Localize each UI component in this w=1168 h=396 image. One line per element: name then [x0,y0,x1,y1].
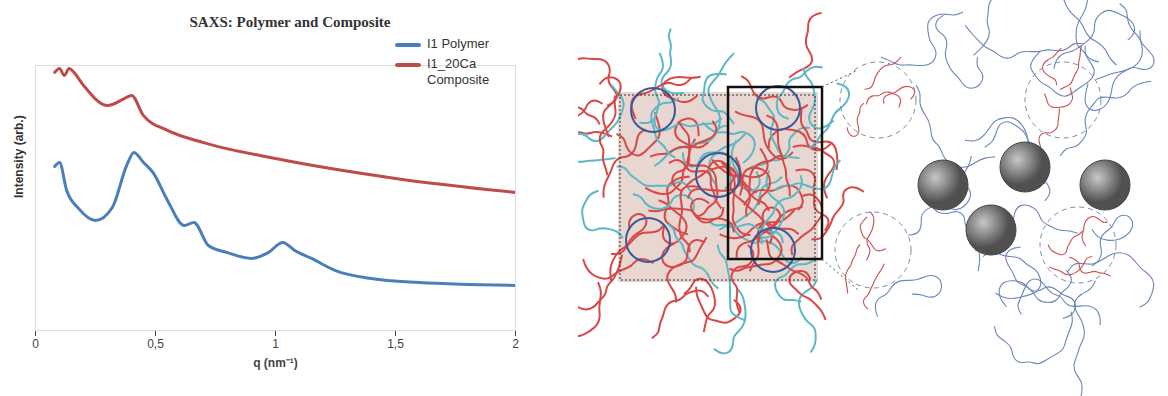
svg-text:1,5: 1,5 [387,337,404,351]
svg-text:2: 2 [512,337,519,351]
html-text:I1_20Ca Composite: I1_20Ca Composite [427,56,490,87]
html-text:I1 Polymer: I1 Polymer [427,36,490,51]
svg-text:0: 0 [32,337,39,351]
svg-text:1: 1 [272,337,279,351]
html-text:SAXS: Polymer and Composite: SAXS: Polymer and Composite [189,14,391,30]
svg-text:q (nm⁻¹): q (nm⁻¹) [253,356,298,370]
svg-text:0,5: 0,5 [147,337,164,351]
svg-text:Intensity (arb.): Intensity (arb.) [12,115,26,198]
